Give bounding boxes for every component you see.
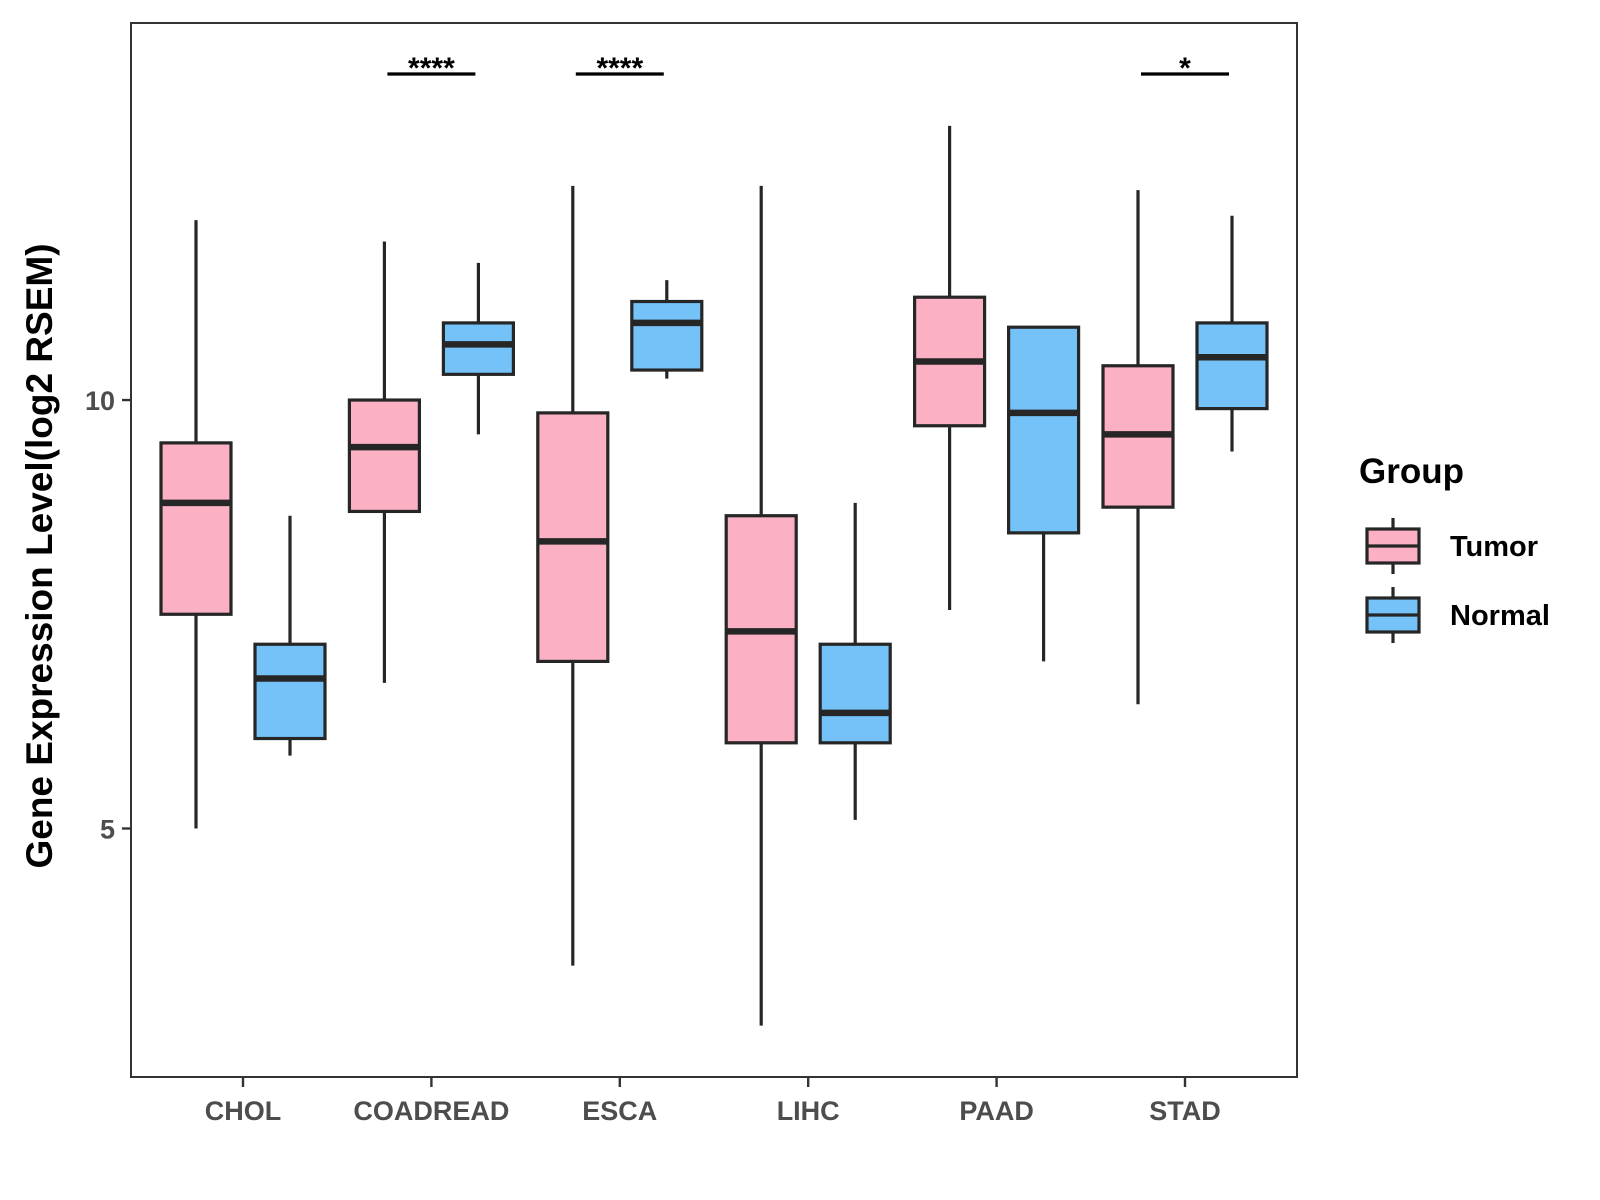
box-tumor-esca — [536, 411, 610, 663]
box-tumor-chol — [159, 441, 233, 616]
box-normal-paad — [1006, 325, 1081, 535]
x-tick-label-stad: STAD — [1149, 1096, 1221, 1126]
x-tick-label-chol: CHOL — [205, 1096, 282, 1126]
box-normal-esca — [630, 299, 704, 372]
x-tick-label-paad: PAAD — [959, 1096, 1034, 1126]
x-tick-label-coadread: COADREAD — [353, 1096, 509, 1126]
panel-border — [130, 22, 1298, 1078]
legend: Group Tumor Normal — [1359, 452, 1550, 643]
legend-label-tumor: Tumor — [1450, 531, 1538, 563]
box-normal-chol — [253, 642, 327, 741]
y-tick-label: 10 — [85, 386, 115, 416]
significance-label-coadread: **** — [408, 52, 455, 85]
x-tick-label-lihc: LIHC — [777, 1096, 840, 1126]
box-normal-coadread — [441, 321, 515, 376]
y-tick-label: 5 — [100, 814, 115, 844]
legend-label-normal: Normal — [1450, 600, 1550, 632]
box-tumor-coadread — [347, 398, 421, 514]
box-normal-stad — [1195, 321, 1269, 411]
significance-label-stad: * — [1179, 52, 1191, 85]
y-axis-title: Gene Expression Level(log2 RSEM) — [19, 243, 60, 868]
x-tick-label-esca: ESCA — [582, 1096, 657, 1126]
legend-title: Group — [1359, 452, 1464, 491]
box-normal-lihc — [818, 642, 892, 745]
significance-label-esca: **** — [596, 52, 643, 85]
